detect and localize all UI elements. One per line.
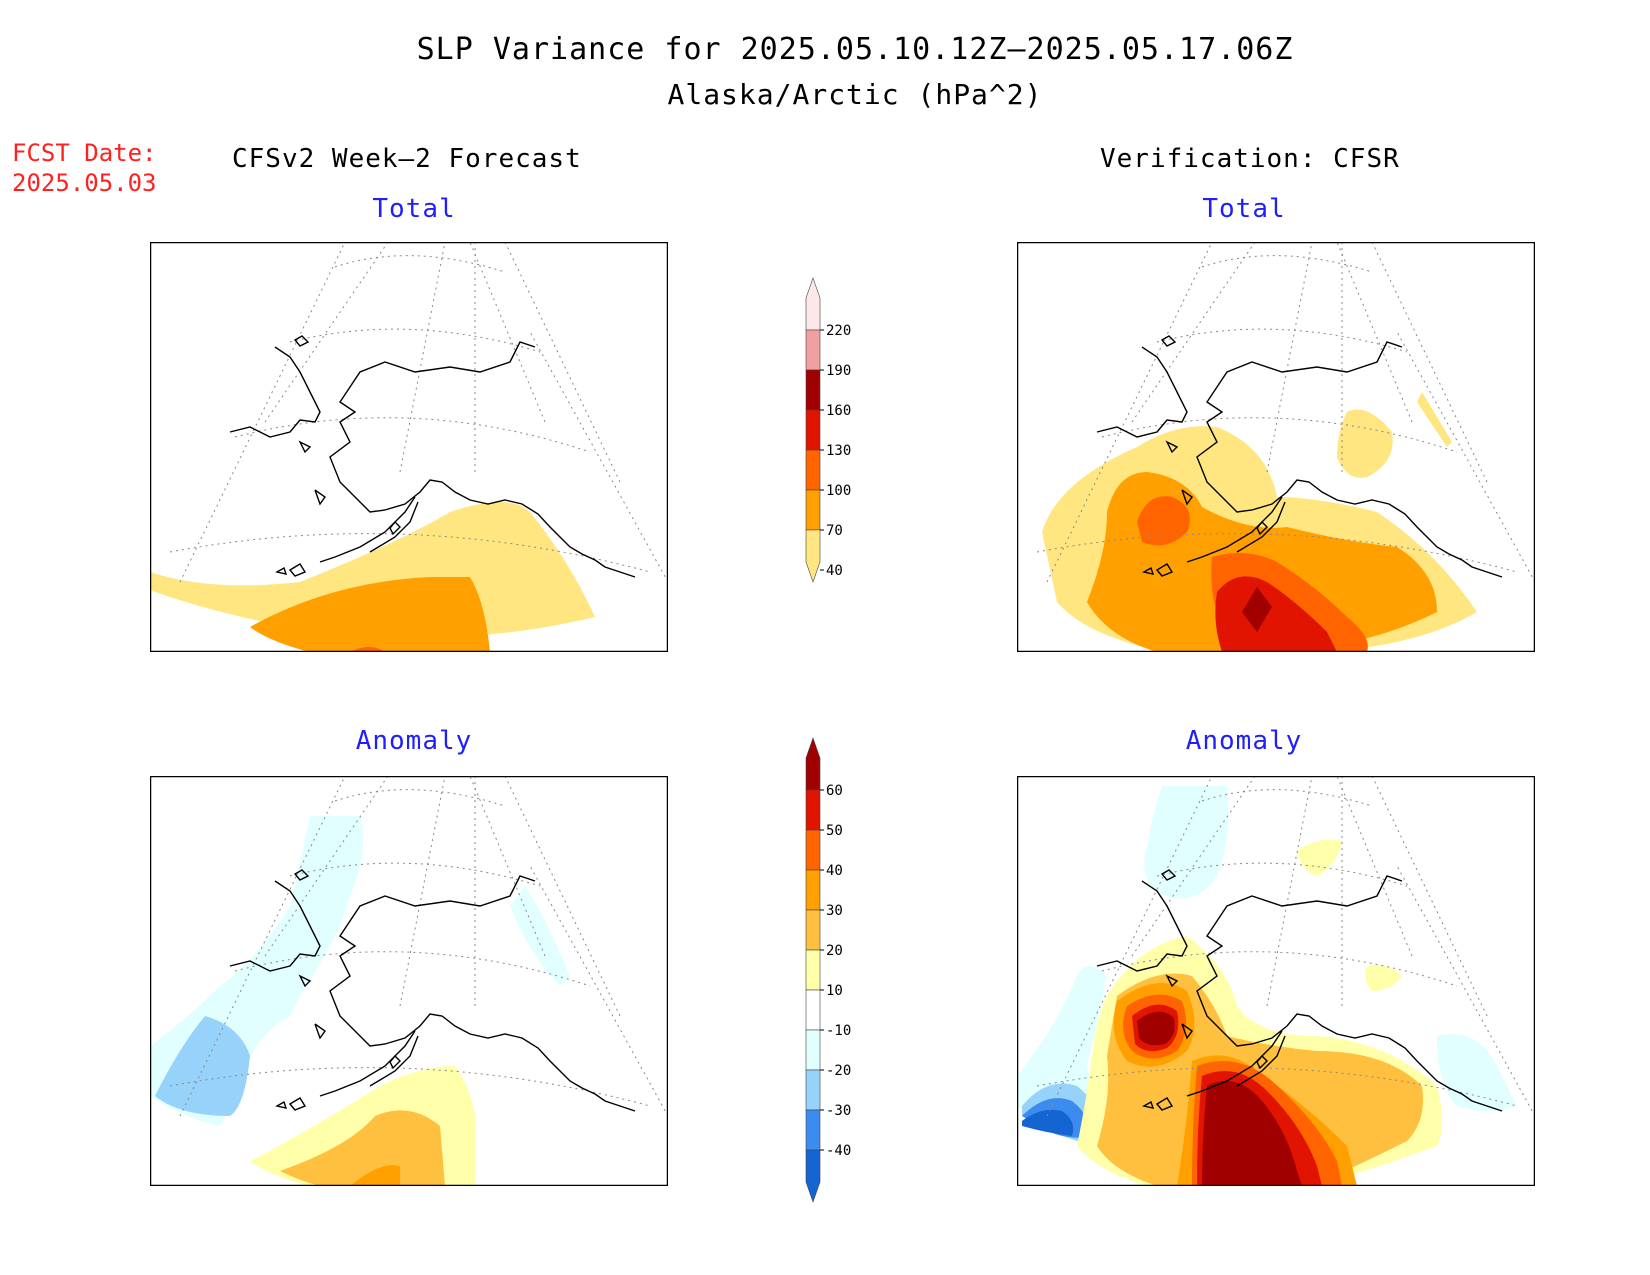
verification-total-map — [1017, 242, 1535, 652]
forecast-column-title: CFSv2 Week–2 Forecast — [232, 144, 582, 174]
total-colorbar-tick-label: 100 — [826, 483, 851, 499]
forecast-total-map — [150, 242, 668, 652]
total-colorbar-segment — [805, 409, 821, 451]
fcst-date: FCST Date: 2025.05.03 — [12, 138, 157, 198]
total-colorbar-segment — [805, 277, 821, 331]
colorbars: 220 190 160 130 100 70 40 60 50 40 30 20 10 -10 -20 -30… — [805, 277, 851, 1203]
fcst-date-label: FCST Date: — [12, 139, 157, 167]
title-line-1: SLP Variance for 2025.05.10.12Z–2025.05.… — [416, 32, 1294, 67]
verification-total-subtitle: Total — [1202, 194, 1286, 224]
verification-column-title: Verification: CFSR — [1100, 144, 1400, 174]
total-colorbar-tick-label: 70 — [826, 523, 843, 539]
anomaly-colorbar-tick-label: 40 — [826, 863, 843, 879]
anomaly-colorbar-segment — [805, 1029, 821, 1071]
anomaly-colorbar-segment — [805, 1149, 821, 1203]
anomaly-colorbar-segment — [805, 949, 821, 991]
verification-anomaly-subtitle: Anomaly — [1185, 726, 1303, 756]
total-colorbar-segment — [805, 329, 821, 371]
total-colorbar-tick-label: 130 — [826, 443, 851, 459]
anomaly-colorbar-segment — [805, 829, 821, 871]
total-colorbar-segment — [805, 449, 821, 491]
total-colorbar-segment — [805, 489, 821, 531]
forecast-anomaly-subtitle: Anomaly — [355, 726, 473, 756]
anomaly-colorbar-tick-label: -10 — [826, 1023, 851, 1039]
anomaly-colorbar-tick-label: 10 — [826, 983, 843, 999]
anomaly-colorbar-segment — [805, 737, 821, 791]
total-colorbar-segment — [805, 529, 821, 583]
anomaly-colorbar-segment — [805, 989, 821, 1031]
title-line-2: Alaska/Arctic (hPa^2) — [667, 78, 1043, 111]
anomaly-colorbar-segment — [805, 1069, 821, 1111]
anomaly-colorbar-tick-label: 60 — [826, 783, 843, 799]
anomaly-colorbar-tick-label: 30 — [826, 903, 843, 919]
anomaly-colorbar-tick-label: -20 — [826, 1063, 851, 1079]
forecast-anomaly-map — [150, 776, 668, 1186]
anomaly-colorbar-tick-label: 50 — [826, 823, 843, 839]
fcst-date-value: 2025.05.03 — [12, 169, 157, 197]
total-colorbar-tick-label: 160 — [826, 403, 851, 419]
anomaly-colorbar-segment — [805, 869, 821, 911]
anomaly-colorbar-tick-label: 20 — [826, 943, 843, 959]
verification-anomaly-map — [1017, 776, 1535, 1186]
forecast-total-subtitle: Total — [372, 194, 456, 224]
total-colorbar-tick-label: 220 — [826, 323, 851, 339]
total-colorbar-tick-label: 40 — [826, 563, 843, 579]
anomaly-colorbar-tick-label: -40 — [826, 1143, 851, 1159]
anomaly-colorbar-segment — [805, 909, 821, 951]
total-colorbar-segment — [805, 369, 821, 411]
total-colorbar-tick-label: 190 — [826, 363, 851, 379]
anomaly-colorbar-segment — [805, 1109, 821, 1151]
anomaly-colorbar-tick-label: -30 — [826, 1103, 851, 1119]
anomaly-colorbar-segment — [805, 789, 821, 831]
